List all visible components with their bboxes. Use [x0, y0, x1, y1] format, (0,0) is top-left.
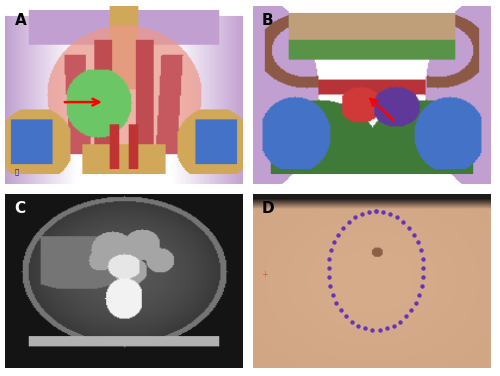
Text: 📐: 📐 — [14, 168, 19, 175]
Point — [368, 327, 376, 333]
Text: B: B — [262, 13, 274, 28]
Point — [361, 326, 369, 332]
Point — [326, 283, 334, 289]
Point — [383, 326, 391, 332]
Point — [380, 209, 388, 215]
Point — [408, 307, 416, 313]
Point — [418, 283, 426, 289]
Point — [342, 314, 350, 320]
Point — [326, 256, 334, 262]
Point — [324, 265, 332, 271]
Point — [414, 239, 422, 245]
Text: +: + — [262, 270, 268, 279]
Point — [372, 208, 380, 214]
Point — [328, 292, 336, 298]
Point — [393, 214, 401, 220]
Point — [332, 300, 340, 306]
Point — [372, 208, 380, 214]
Point — [405, 225, 413, 231]
Point — [330, 239, 338, 245]
Point — [351, 214, 359, 220]
Point — [386, 211, 394, 217]
Point — [416, 292, 424, 298]
Point — [336, 307, 344, 313]
Point — [400, 219, 407, 225]
Point — [418, 256, 426, 262]
Point — [416, 247, 424, 253]
Text: D: D — [262, 201, 274, 215]
Point — [348, 318, 356, 324]
Point — [420, 265, 428, 271]
Point — [412, 300, 420, 306]
Text: C: C — [14, 201, 26, 215]
Point — [325, 274, 333, 280]
Point — [334, 232, 342, 238]
Point — [358, 211, 366, 217]
Point — [364, 209, 372, 215]
Point — [396, 318, 404, 324]
Point — [344, 219, 352, 225]
Point — [339, 225, 347, 231]
Point — [410, 232, 418, 238]
Point — [354, 323, 362, 329]
Point — [328, 247, 336, 253]
Point — [376, 327, 384, 333]
Point — [390, 323, 398, 329]
Text: A: A — [14, 13, 26, 28]
Point — [419, 274, 427, 280]
Point — [402, 314, 410, 320]
